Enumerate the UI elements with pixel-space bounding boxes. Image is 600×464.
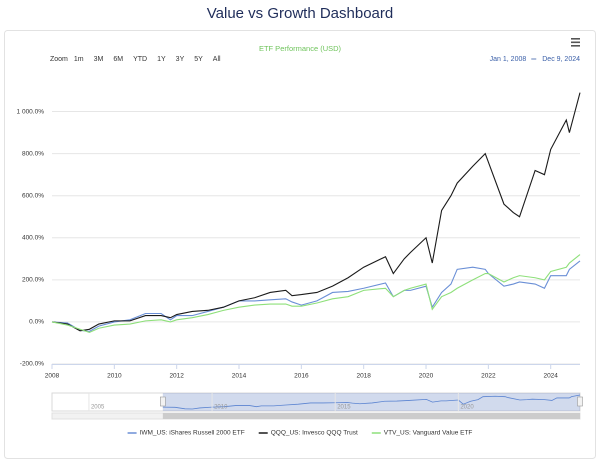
navigator-tick-label: 2015 (337, 405, 351, 411)
chart-title: ETF Performance (USD) (259, 44, 342, 53)
x-tick-label: 2012 (169, 373, 184, 380)
y-tick-label: 600.0% (22, 192, 44, 199)
navigator-line (162, 394, 581, 410)
navigator-tick-label: 2020 (460, 405, 474, 411)
page-title: Value vs Growth Dashboard (207, 5, 393, 22)
legend-label: IWM_US: iShares Russell 2000 ETF (140, 430, 245, 437)
navigator-selection (162, 393, 580, 411)
series-line (51, 260, 581, 332)
navigator-tick-label: 2005 (91, 405, 105, 411)
menu-bar (571, 38, 580, 40)
legend-label: VTV_US: Vanguard Value ETF (384, 430, 473, 437)
x-tick-label: 2024 (543, 373, 558, 380)
range-button[interactable]: 3M (94, 56, 104, 63)
chart-panel (4, 30, 596, 459)
legend-item[interactable]: VTV_US: Vanguard Value ETF (371, 430, 473, 437)
zoom-label: Zoom (50, 56, 68, 63)
x-tick-label: 2018 (356, 373, 371, 380)
range-button[interactable]: 1Y (157, 56, 166, 63)
series-line (51, 92, 581, 332)
y-tick-label: 400.0% (22, 234, 44, 241)
scrollbar-thumb[interactable] (162, 413, 580, 419)
x-tick-label: 2014 (232, 373, 247, 380)
y-tick-label: 800.0% (22, 150, 44, 157)
range-start: Jan 1, 2008 (490, 56, 527, 63)
range-button[interactable]: 5Y (194, 56, 203, 63)
navigator-handle[interactable] (160, 396, 166, 407)
legend-label: QQQ_US: Invesco QQQ Trust (271, 430, 358, 437)
y-tick-label: 0.0% (29, 319, 44, 326)
series-line (51, 254, 581, 334)
range-end: Dec 9, 2024 (542, 56, 580, 63)
x-tick-label: 2010 (107, 373, 122, 380)
y-tick-label: -200.0% (20, 361, 44, 368)
legend-item[interactable]: IWM_US: iShares Russell 2000 ETF (127, 430, 245, 437)
menu-bar (571, 45, 580, 47)
menu-button[interactable] (571, 38, 580, 47)
navigator-tick-label: 2010 (214, 405, 228, 411)
range-button[interactable]: 1m (74, 56, 84, 63)
range-button[interactable]: 3Y (176, 56, 185, 63)
x-tick-label: 2020 (419, 373, 434, 380)
x-tick-label: 2008 (45, 373, 60, 380)
menu-bar (571, 41, 580, 44)
legend-item[interactable]: QQQ_US: Invesco QQQ Trust (258, 430, 358, 437)
y-tick-label: 200.0% (22, 277, 44, 284)
range-button[interactable]: YTD (133, 56, 147, 63)
x-tick-label: 2022 (481, 373, 496, 380)
navigator-handle[interactable] (577, 396, 583, 407)
x-tick-label: 2016 (294, 373, 309, 380)
range-button[interactable]: 6M (113, 56, 123, 63)
range-button[interactable]: All (213, 56, 221, 63)
y-tick-label: 1 000.0% (17, 108, 45, 115)
